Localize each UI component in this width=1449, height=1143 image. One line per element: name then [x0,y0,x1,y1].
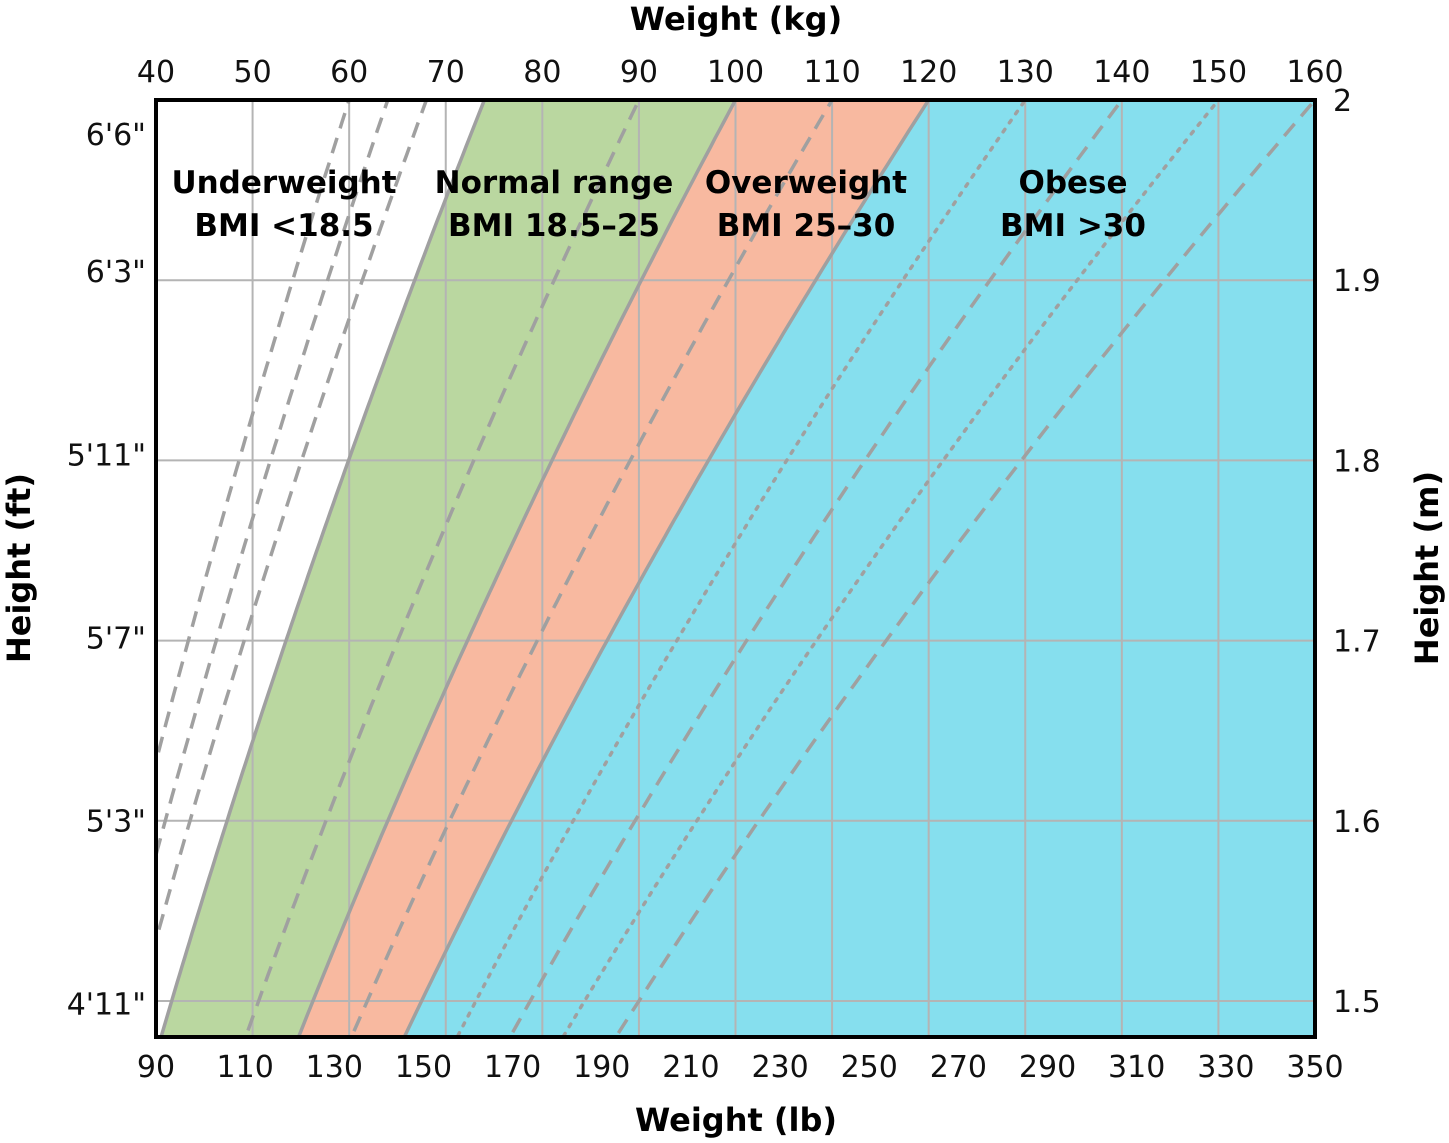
tick-label-lb-130: 130 [306,1050,363,1085]
tick-label-m-1.8: 1.8 [1333,444,1381,479]
tick-label-lb-170: 170 [484,1050,541,1085]
zone-label-normal-range: BMI 18.5–25 [448,208,660,244]
tick-label-kg-60: 60 [330,55,368,90]
bmi-guide-15 [156,100,351,769]
tick-label-kg-70: 70 [427,55,465,90]
tick-label-m-1.5: 1.5 [1333,985,1381,1020]
right-axis-title: Height (m) [1408,471,1446,665]
zone-normal-range [161,100,736,1037]
bmi-guide-17 [156,100,429,947]
tick-label-kg-140: 140 [1093,55,1150,90]
tick-label-kg-50: 50 [233,55,271,90]
zone-obese [404,100,1315,1037]
tick-label-kg-100: 100 [707,55,764,90]
tick-label-kg-130: 130 [997,55,1054,90]
top-axis-title: Weight (kg) [630,0,842,38]
tick-label-lb-150: 150 [395,1050,452,1085]
grid-lines [156,100,1315,1037]
bmi-guide-35 [508,100,1125,1037]
tick-label-lb-110: 110 [217,1050,274,1085]
tick-label-lb-190: 190 [573,1050,630,1085]
tick-label-lb-290: 290 [1019,1050,1076,1085]
tick-label-ft-1: 6'3" [86,255,146,290]
tick-label-lb-270: 270 [930,1050,987,1085]
plot-frame [154,98,1317,1039]
tick-label-lb-210: 210 [662,1050,719,1085]
tick-label-ft-3: 5'7" [86,621,146,656]
bmi-boundary-30 [402,100,931,1037]
tick-label-kg-80: 80 [523,55,561,90]
zone-label-normal-name: Normal range [435,165,674,201]
tick-label-ft-0: 6'6" [86,118,146,153]
bottom-axis-title: Weight (lb) [635,1101,837,1139]
bmi-guide-37-5 [560,100,1221,1037]
tick-label-m-1.7: 1.7 [1333,625,1381,660]
zone-label-obese-name: Obese [1018,165,1127,201]
tick-label-kg-160: 160 [1286,55,1343,90]
left-axis-title: Height (ft) [0,473,38,663]
zone-overweight [298,100,929,1037]
tick-label-m-1.6: 1.6 [1333,805,1381,840]
tick-label-m-1.9: 1.9 [1333,264,1381,299]
bmi-guide-40 [613,100,1315,1037]
bmi-boundary-lines [159,100,931,1037]
zone-label-underweight-range: BMI <18.5 [194,208,373,244]
tick-label-lb-330: 330 [1197,1050,1254,1085]
bmi-guide-16 [156,100,390,862]
tick-label-lb-310: 310 [1108,1050,1165,1085]
tick-label-ft-4: 5'3" [86,804,146,839]
zone-label-overweight-name: Overweight [705,165,907,201]
tick-label-kg-150: 150 [1190,55,1247,90]
tick-label-kg-90: 90 [620,55,658,90]
bmi-guide-lines [156,100,1315,1037]
tick-label-kg-110: 110 [803,55,860,90]
bmi-zones [156,100,1315,1037]
tick-label-kg-120: 120 [900,55,957,90]
bmi-boundary-25 [296,100,738,1037]
tick-label-lb-90: 90 [137,1050,175,1085]
tick-label-kg-40: 40 [137,55,175,90]
zone-label-obese-range: BMI >30 [1000,208,1146,244]
tick-label-lb-350: 350 [1286,1050,1343,1085]
zone-label-overweight-range: BMI 25–30 [717,208,896,244]
zone-label-underweight-name: Underweight [171,165,396,201]
tick-label-m-2: 2 [1333,84,1352,119]
zone-labels: Underweight BMI <18.5 Normal range BMI 1… [171,165,1146,244]
zone-underweight [156,100,485,1037]
bmi-boundary-18-5 [159,100,487,1037]
tick-labels: 40 50 60 70 80 90 100 110 120 130 140 150 160 90 110 13… [67,55,1381,1085]
tick-label-ft-5: 4'11" [67,987,146,1022]
tick-label-ft-2: 5'11" [67,438,146,473]
bmi-guide-22-5 [243,100,641,1037]
tick-label-lb-250: 250 [841,1050,898,1085]
tick-label-lb-230: 230 [751,1050,808,1085]
